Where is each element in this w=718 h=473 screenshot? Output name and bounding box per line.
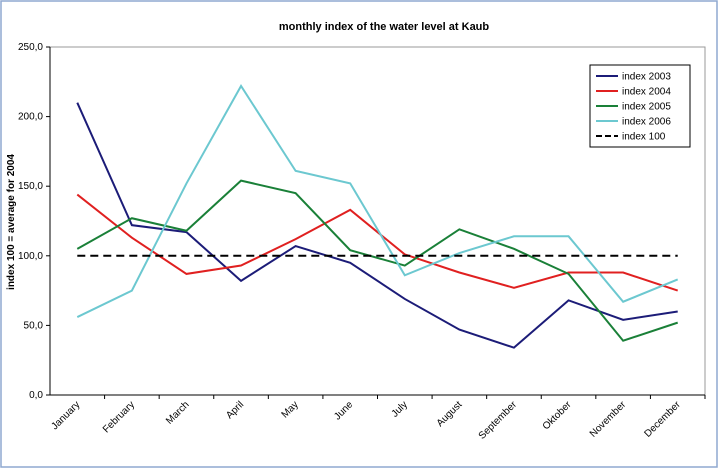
y-tick-label: 150,0 [18, 181, 43, 192]
legend-label: index 100 [622, 132, 666, 143]
y-tick-label: 0,0 [29, 390, 43, 401]
y-tick-label: 250,0 [18, 42, 43, 53]
y-axis-label: index 100 = average for 2004 [6, 154, 17, 290]
y-tick-label: 200,0 [18, 112, 43, 123]
series-line [76, 179, 679, 342]
series-line [76, 193, 679, 292]
legend-label: index 2005 [622, 102, 671, 113]
legend-label: index 2006 [622, 117, 671, 128]
legend-label: index 2003 [622, 72, 671, 83]
series-line [76, 102, 678, 349]
series-line [76, 84, 679, 318]
y-tick-label: 100,0 [18, 251, 43, 262]
chart-title: monthly index of the water level at Kaub [279, 21, 490, 33]
legend-label: index 2004 [622, 87, 671, 98]
y-tick-label: 50,0 [24, 320, 44, 331]
